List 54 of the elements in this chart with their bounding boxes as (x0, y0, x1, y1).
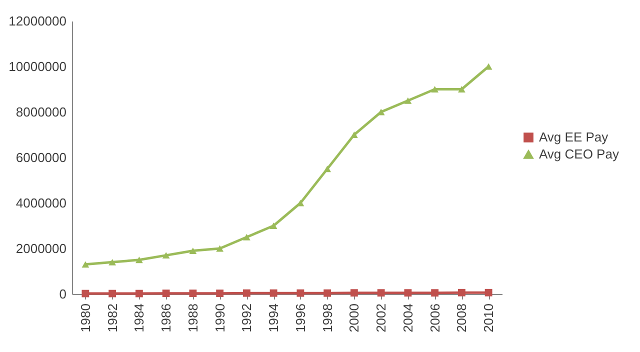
x-tick-label: 2008 (454, 304, 470, 332)
legend-label: Avg CEO Pay (539, 146, 620, 162)
x-tick-label: 2010 (481, 304, 496, 332)
y-tick-label: 10000000 (8, 59, 66, 74)
point (270, 289, 278, 297)
x-tick-label: 1996 (292, 304, 308, 332)
x-tick-label: 1992 (239, 304, 254, 332)
point (296, 289, 304, 297)
point (458, 288, 466, 296)
x-tick-label: 2000 (346, 304, 362, 332)
point (135, 290, 143, 298)
point (270, 222, 278, 229)
point (431, 86, 439, 92)
point (108, 290, 116, 298)
point (162, 252, 170, 259)
point (431, 289, 439, 297)
point (82, 290, 90, 298)
point (404, 97, 412, 104)
x-tick-label: 2006 (427, 304, 442, 332)
point (324, 289, 332, 297)
x-tick-label: 1982 (104, 304, 120, 332)
point (189, 248, 197, 254)
y-tick-label: 12000000 (8, 14, 66, 28)
point (135, 256, 143, 264)
point (377, 289, 385, 297)
point (350, 132, 358, 138)
point (108, 258, 116, 266)
point (216, 290, 224, 298)
point (324, 166, 332, 172)
y-tick-label: 6000000 (16, 150, 66, 165)
x-tick-label: 1990 (212, 304, 228, 332)
point (458, 86, 466, 92)
y-tick-label: 2000000 (16, 241, 66, 256)
x-tick-label: 1980 (78, 304, 93, 332)
point (404, 289, 412, 297)
point (216, 245, 224, 252)
y-tick-label: 0 (59, 286, 66, 302)
point (484, 288, 492, 296)
x-tick-label: 1998 (320, 304, 335, 332)
x-tick-label: 2004 (400, 304, 416, 332)
point (350, 289, 358, 297)
point (242, 289, 250, 297)
y-tick-label: 4000000 (16, 196, 66, 210)
point (162, 290, 170, 298)
x-tick-label: 1984 (132, 304, 147, 332)
point (82, 261, 90, 268)
x-tick-label: 1988 (185, 304, 200, 332)
point (189, 290, 197, 298)
y-tick-label: 8000000 (16, 104, 66, 120)
x-tick-label: 2002 (374, 304, 389, 332)
point (242, 234, 250, 240)
x-tick-label: 1986 (158, 304, 174, 332)
legend-label: Avg EE Pay (539, 130, 609, 144)
x-tick-label: 1994 (266, 304, 282, 332)
